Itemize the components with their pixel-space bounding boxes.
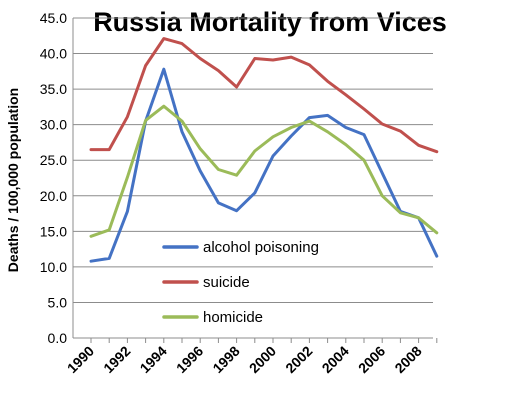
series-lines (89, 37, 439, 263)
chart-title: Russia Mortality from Vices (93, 7, 447, 37)
series-line-alcohol-poisoning (89, 67, 439, 263)
x-tick-label: 2002 (282, 343, 315, 376)
y-tick-label: 15.0 (40, 223, 67, 239)
series-line-suicide (89, 37, 439, 154)
legend-label-suicide: suicide (203, 274, 250, 291)
legend-label-homicide: homicide (203, 309, 263, 326)
y-tick-label: 30.0 (40, 117, 67, 133)
y-tick-label: 45.0 (40, 10, 67, 26)
x-tick-label: 2008 (391, 343, 424, 376)
y-tick-label: 10.0 (40, 259, 67, 275)
x-tick-label: 1992 (100, 343, 133, 376)
y-tick-label: 5.0 (48, 294, 68, 310)
x-tick-label: 1998 (209, 343, 242, 376)
y-tick-label: 0.0 (48, 330, 68, 346)
y-tick-labels: 0.0 5.0 10.0 15.0 20.0 25.0 30.0 35.0 40.0 45.0 (40, 10, 67, 346)
y-tick-label: 25.0 (40, 152, 67, 168)
x-tick-label: 1996 (173, 343, 206, 376)
x-tick-label: 1994 (137, 343, 170, 376)
legend-label-alcohol-poisoning: alcohol poisoning (203, 239, 319, 256)
y-tick-label: 20.0 (40, 188, 67, 204)
x-tick-labels: 1990 1992 1994 1996 1998 2000 2002 2004 2006 2008 (64, 343, 425, 376)
x-tick-label: 2004 (319, 343, 352, 376)
y-axis-label: Deaths / 100,000 population (5, 88, 21, 272)
y-tick-label: 35.0 (40, 81, 67, 97)
y-tick-label: 40.0 (40, 46, 67, 62)
series-line-homicide (89, 104, 439, 238)
legend: alcohol poisoning suicide homicide (162, 239, 319, 326)
x-tick-label: 2000 (246, 343, 279, 376)
axes (72, 18, 438, 343)
x-tick-label: 1990 (64, 343, 97, 376)
x-tick-label: 2006 (355, 343, 388, 376)
